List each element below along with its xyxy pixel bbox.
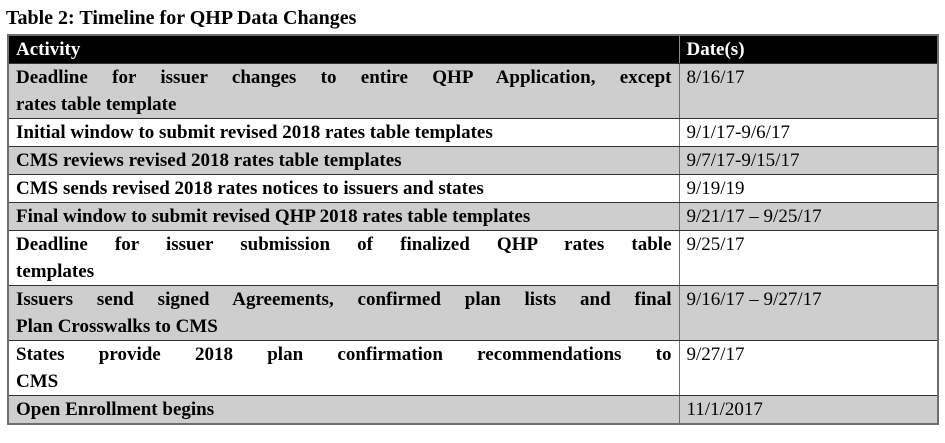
- table-row: Deadline for issuer submission of finali…: [8, 230, 938, 286]
- date-cell: 9/7/17-9/15/17: [679, 146, 938, 175]
- activity-cell: CMS sends revised 2018 rates notices to …: [8, 174, 680, 203]
- activity-column-header: Activity: [8, 35, 680, 64]
- date-cell: 8/16/17: [679, 63, 938, 119]
- activity-cell: Issuers send signed Agreements, confirme…: [8, 285, 680, 341]
- activity-cell: Deadline for issuer submission of finali…: [8, 230, 680, 286]
- table-row: Deadline for issuer changes to entire QH…: [8, 63, 938, 119]
- table-row: States provide 2018 plan confirmation re…: [8, 340, 938, 396]
- date-cell: 9/21/17 – 9/25/17: [679, 202, 938, 231]
- qhp-timeline-table: Activity Date(s) Deadline for issuer cha…: [7, 34, 939, 425]
- table-row: CMS sends revised 2018 rates notices to …: [8, 174, 938, 203]
- activity-cell: Open Enrollment begins: [8, 395, 680, 425]
- table-row: Open Enrollment begins 11/1/2017: [8, 395, 938, 425]
- date-cell: 9/1/17-9/6/17: [679, 118, 938, 147]
- activity-cell: Final window to submit revised QHP 2018 …: [8, 202, 680, 231]
- header-row: Activity Date(s): [8, 35, 938, 64]
- table-row: Initial window to submit revised 2018 ra…: [8, 118, 938, 147]
- activity-cell: States provide 2018 plan confirmation re…: [8, 340, 680, 396]
- activity-cell: CMS reviews revised 2018 rates table tem…: [8, 146, 680, 175]
- table-row: CMS reviews revised 2018 rates table tem…: [8, 146, 938, 175]
- dates-column-header: Date(s): [679, 35, 938, 64]
- date-cell: 9/27/17: [679, 340, 938, 396]
- table-row: Final window to submit revised QHP 2018 …: [8, 202, 938, 231]
- date-cell: 9/16/17 – 9/27/17: [679, 285, 938, 341]
- table-row: Issuers send signed Agreements, confirme…: [8, 285, 938, 341]
- page-title: Table 2: Timeline for QHP Data Changes: [6, 7, 357, 29]
- date-cell: 9/25/17: [679, 230, 938, 286]
- activity-cell: Initial window to submit revised 2018 ra…: [8, 118, 680, 147]
- activity-cell: Deadline for issuer changes to entire QH…: [8, 63, 680, 119]
- date-cell: 11/1/2017: [679, 395, 938, 425]
- date-cell: 9/19/19: [679, 174, 938, 203]
